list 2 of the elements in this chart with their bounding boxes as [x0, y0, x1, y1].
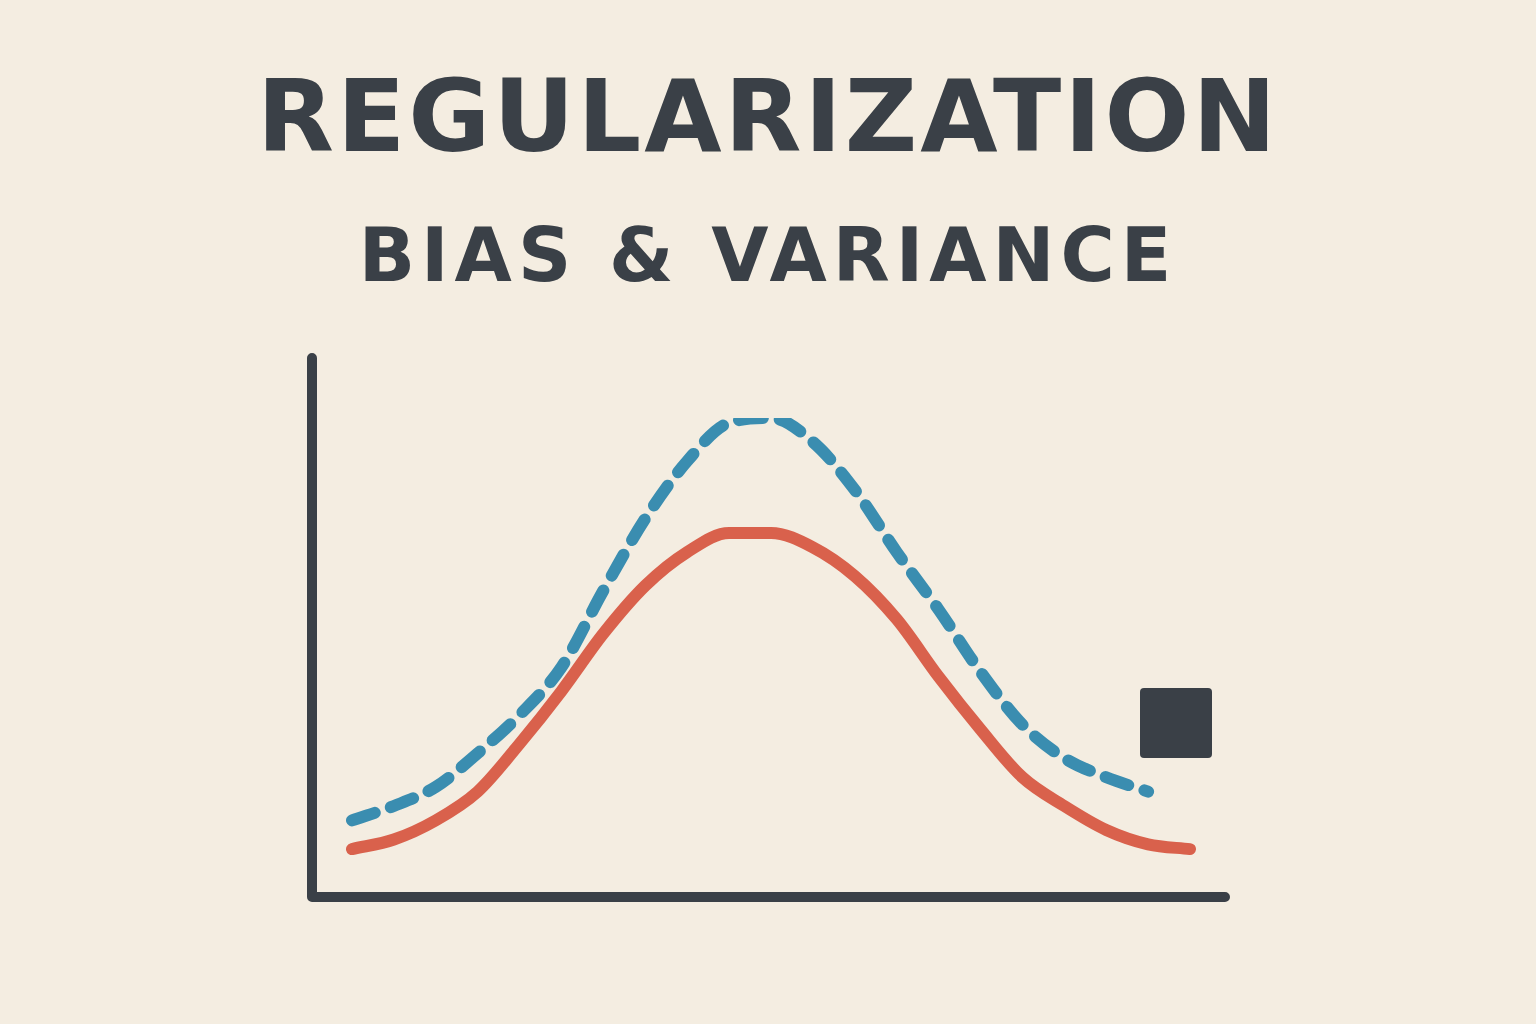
chart-subtitle: BIAS & VARIANCE — [357, 211, 1179, 300]
chart-title: REGULARIZATION — [255, 57, 1281, 177]
